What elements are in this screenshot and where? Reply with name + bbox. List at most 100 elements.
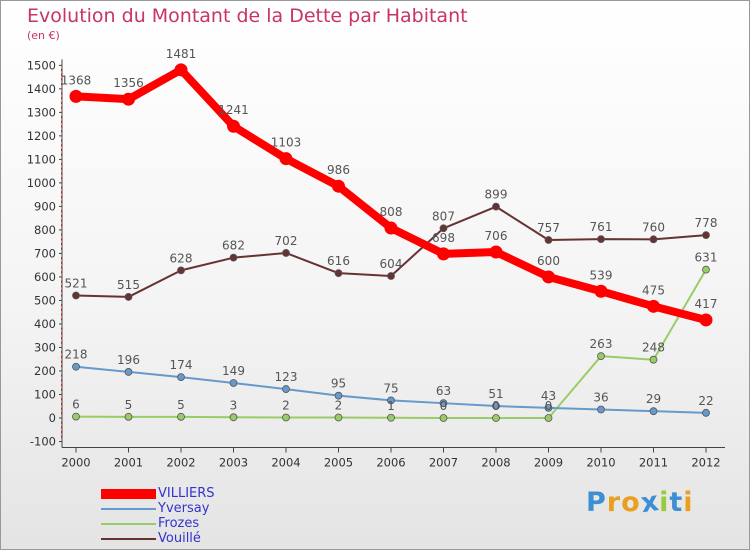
data-label-vouill-: 515 <box>117 278 140 292</box>
data-point-yversay <box>72 362 80 371</box>
legend-label-vouill-: Vouillé <box>158 531 201 546</box>
logo-letter: t <box>669 487 684 518</box>
data-point-yversay <box>334 391 343 400</box>
data-label-villiers: 986 <box>327 163 350 177</box>
legend-swatch-vouill- <box>101 537 156 540</box>
x-tick-label: 2002 <box>166 456 195 470</box>
data-point-villiers <box>122 92 135 106</box>
legend: VILLIERS Yversay Frozes Vouillé <box>101 486 215 546</box>
legend-label-yversay: Yversay <box>158 501 210 516</box>
data-point-vouill- <box>229 253 238 262</box>
logo-letter: o <box>621 487 641 518</box>
data-label-frozes: 2 <box>282 399 290 413</box>
data-label-vouill-: 807 <box>432 209 455 223</box>
x-tick-label: 2008 <box>481 456 510 470</box>
x-tick-label: 2001 <box>114 456 143 470</box>
data-label-vouill-: 616 <box>327 254 350 268</box>
data-point-frozes <box>544 414 553 422</box>
data-label-frozes: 248 <box>642 341 665 355</box>
data-point-vouill- <box>597 235 605 243</box>
data-label-villiers: 1103 <box>271 136 302 150</box>
data-label-villiers: 539 <box>590 268 613 282</box>
y-tick-label: 1400 <box>27 82 56 96</box>
data-label-villiers: 417 <box>695 297 718 311</box>
data-label-vouill-: 521 <box>65 277 88 291</box>
data-point-frozes <box>229 413 238 422</box>
data-point-frozes <box>649 355 658 364</box>
data-label-yversay: 95 <box>331 377 346 391</box>
data-label-yversay: 51 <box>488 387 503 401</box>
data-label-frozes: 5 <box>177 398 185 412</box>
data-point-frozes <box>334 413 343 422</box>
data-point-villiers <box>384 221 398 235</box>
data-point-vouill- <box>72 291 80 300</box>
data-label-yversay: 149 <box>222 364 245 378</box>
y-tick-label: 800 <box>34 223 56 237</box>
y-tick-label: 600 <box>34 270 56 284</box>
data-label-yversay: 36 <box>593 391 608 405</box>
y-tick-label: 1300 <box>27 105 56 119</box>
data-point-frozes <box>72 412 80 421</box>
data-label-yversay: 22 <box>698 394 713 408</box>
data-label-vouill-: 604 <box>380 257 403 271</box>
y-tick-label: 1000 <box>27 176 56 190</box>
data-point-villiers <box>332 179 345 193</box>
data-label-vouill-: 899 <box>485 188 508 202</box>
y-tick-label: 1100 <box>27 152 56 166</box>
data-label-frozes: 5 <box>125 398 133 412</box>
data-point-villiers <box>174 63 188 77</box>
data-label-frozes: 263 <box>590 337 613 351</box>
logo-letter: P <box>586 487 607 518</box>
data-label-frozes: 3 <box>230 398 238 412</box>
data-point-vouill- <box>649 235 658 244</box>
data-point-yversay <box>597 405 605 414</box>
data-point-vouill- <box>282 249 290 257</box>
y-tick-label: -100 <box>30 435 56 449</box>
legend-item-frozes: Frozes <box>101 516 215 531</box>
data-point-frozes <box>177 412 185 421</box>
data-label-vouill-: 682 <box>222 239 245 253</box>
data-label-vouill-: 778 <box>695 216 718 230</box>
data-label-frozes: 0 <box>440 399 448 413</box>
x-tick-label: 2006 <box>376 456 405 470</box>
data-point-yversay <box>492 402 500 410</box>
data-point-vouill- <box>492 202 500 211</box>
data-point-frozes <box>492 414 500 422</box>
x-tick-label: 2004 <box>271 456 300 470</box>
data-label-yversay: 63 <box>436 384 451 398</box>
data-point-vouill- <box>387 272 395 280</box>
data-point-frozes <box>282 413 290 422</box>
data-point-vouill- <box>544 236 553 244</box>
data-label-vouill-: 628 <box>170 251 193 265</box>
legend-label-frozes: Frozes <box>158 516 200 531</box>
data-label-frozes: 0 <box>492 399 500 413</box>
data-label-yversay: 218 <box>65 348 88 362</box>
data-point-vouill- <box>702 231 710 239</box>
data-label-villiers: 1368 <box>61 73 92 87</box>
y-tick-label: 300 <box>34 340 56 354</box>
data-point-yversay <box>177 373 185 381</box>
data-label-villiers: 808 <box>380 205 403 219</box>
data-point-yversay <box>387 396 395 405</box>
data-label-villiers: 1481 <box>166 47 197 61</box>
data-point-frozes <box>124 412 133 421</box>
data-point-vouill- <box>177 266 185 275</box>
logo-letter: i <box>683 487 694 518</box>
data-point-yversay <box>702 408 710 417</box>
legend-item-vouill-: Vouillé <box>101 531 215 546</box>
data-label-villiers: 706 <box>485 229 508 243</box>
y-tick-label: 500 <box>34 293 56 307</box>
chart-subtitle: (en €) <box>27 29 60 42</box>
series-line-villiers <box>72 65 710 324</box>
data-point-yversay <box>544 403 553 412</box>
x-tick-label: 2003 <box>219 456 248 470</box>
proxiti-logo: Proxiti <box>586 486 694 519</box>
data-point-villiers <box>69 89 83 103</box>
data-point-villiers <box>279 152 293 166</box>
x-tick-label: 2007 <box>429 456 458 470</box>
data-point-yversay <box>124 368 133 376</box>
data-point-frozes <box>387 413 395 422</box>
data-label-vouill-: 761 <box>590 220 613 234</box>
data-point-villiers <box>647 299 660 313</box>
